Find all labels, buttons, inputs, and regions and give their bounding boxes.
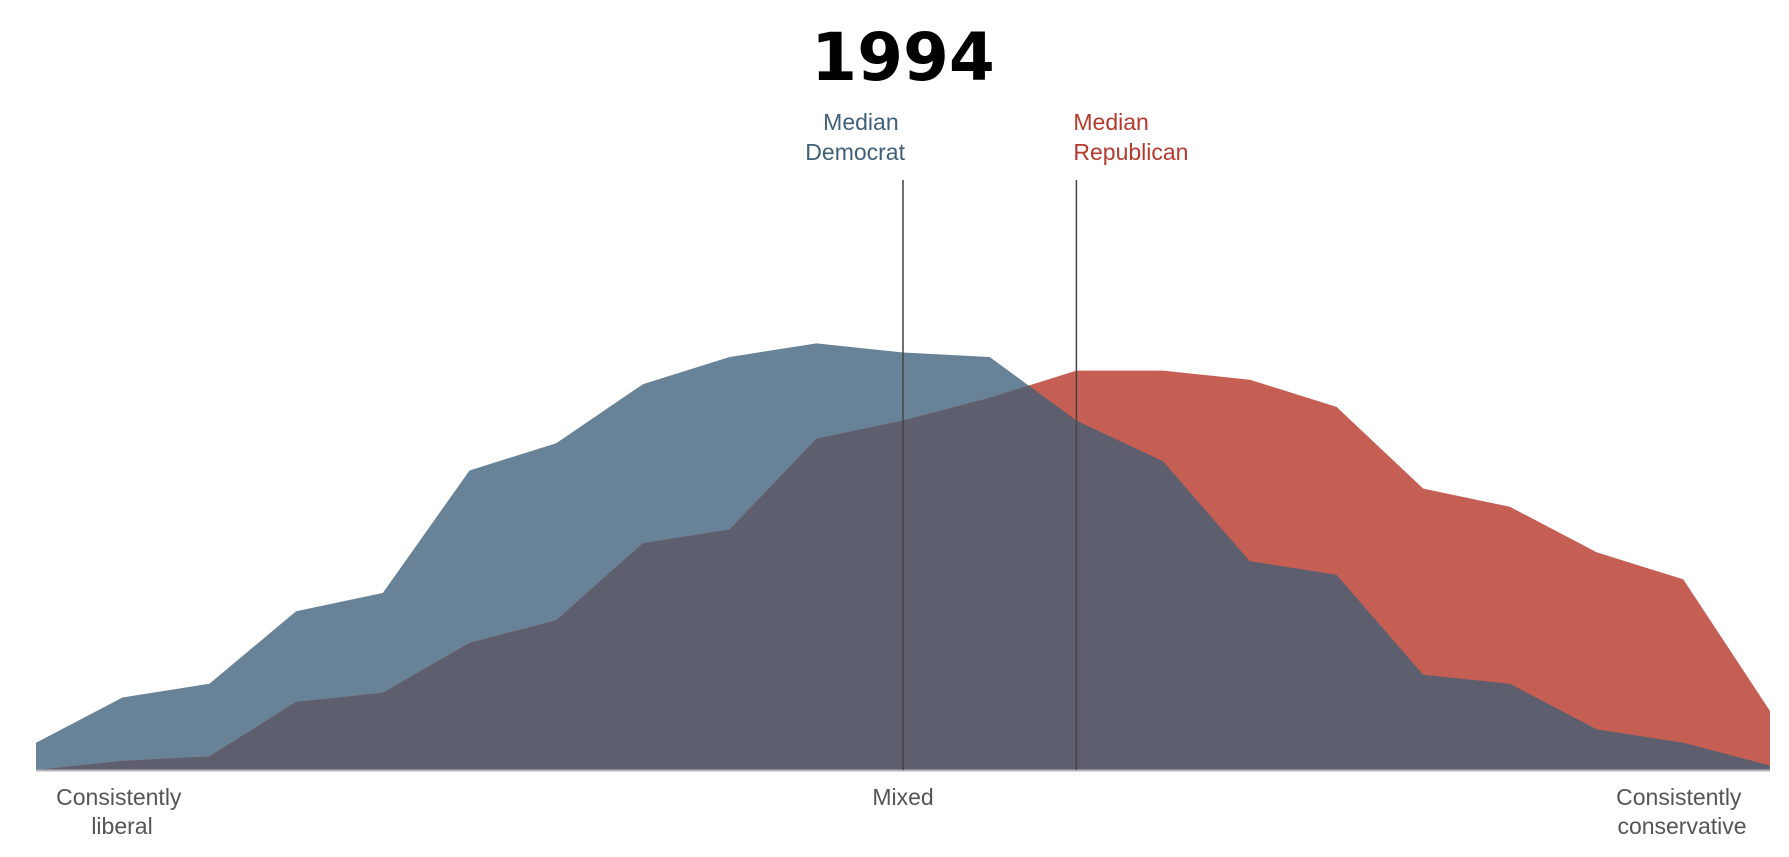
- x-tick-label-liberal-line2: liberal: [91, 813, 152, 839]
- x-tick-label-conservative-line2: conservative: [1617, 813, 1746, 839]
- median-republican-label: Median Republican: [1073, 109, 1188, 165]
- median-republican-label-line1: Median: [1073, 109, 1148, 135]
- median-republican-label-line2: Republican: [1073, 139, 1188, 165]
- median-democrat-label-line1: Median: [823, 109, 898, 135]
- median-democrat-label: Median Democrat: [805, 109, 905, 165]
- median-markers: Median Democrat Median Republican: [805, 109, 1188, 770]
- x-tick-label-conservative-line1: Consistently: [1616, 784, 1742, 810]
- median-democrat-label-line2: Democrat: [805, 139, 905, 165]
- x-tick-label-liberal-line1: Consistently: [56, 784, 182, 810]
- x-tick-label-mixed: Mixed: [872, 784, 933, 810]
- x-tick-label-mixed-line1: Mixed: [872, 784, 933, 810]
- x-tick-labels: Consistently liberal Mixed Consistently …: [56, 784, 1748, 839]
- x-tick-label-conservative: Consistently conservative: [1616, 784, 1748, 839]
- x-tick-label-liberal: Consistently liberal: [56, 784, 188, 839]
- chart-title: 1994: [811, 19, 995, 96]
